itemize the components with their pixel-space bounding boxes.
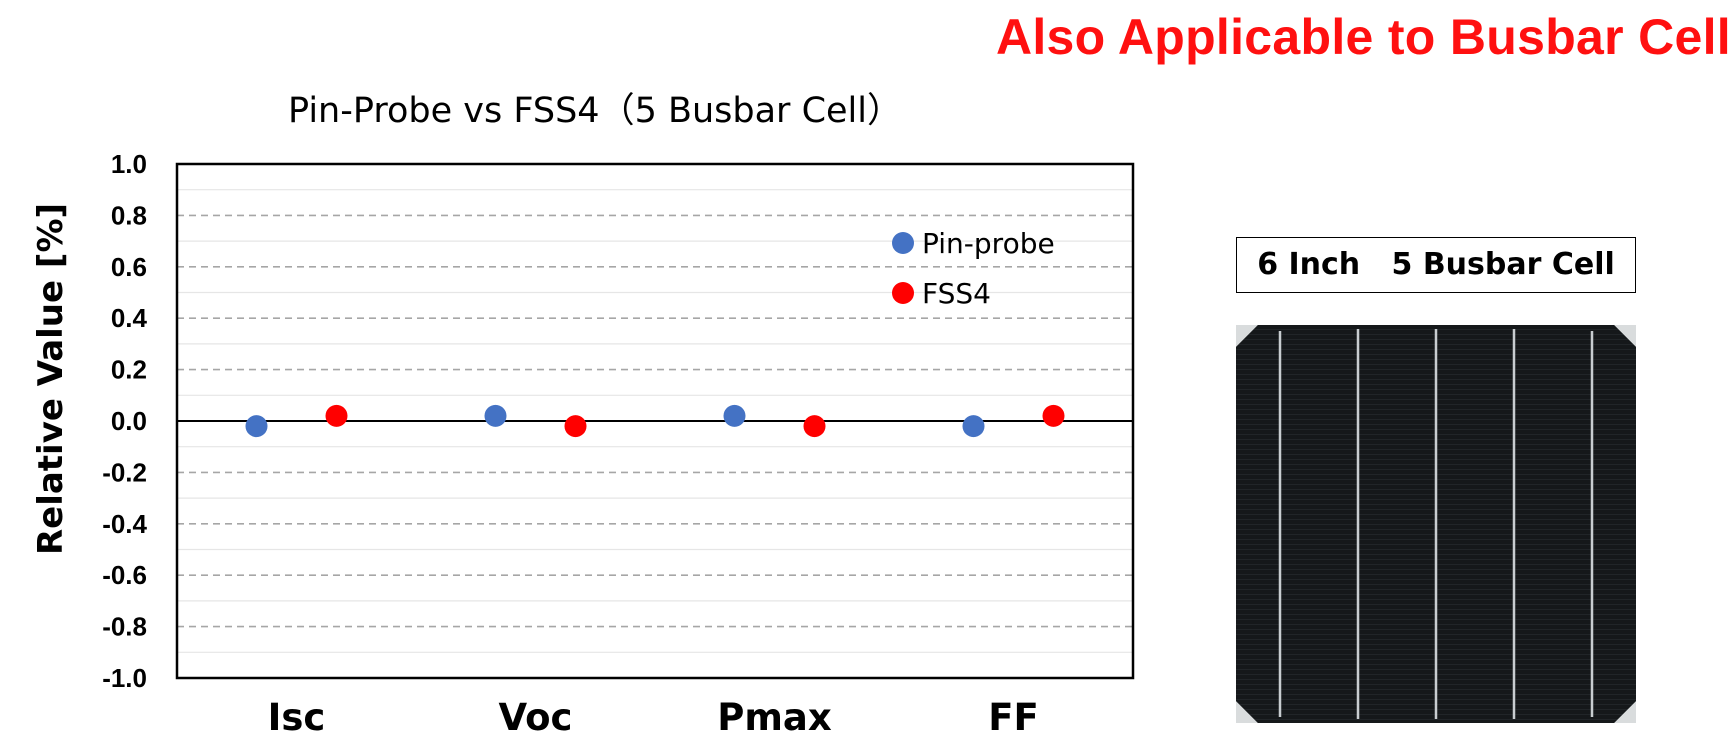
plot-frame [175, 162, 1135, 680]
relative-value-chart: Pin-Probe vs FSS4（5 Busbar Cell） Relativ… [31, 91, 1135, 739]
data-point-fss4 [1042, 404, 1065, 427]
data-point-pin-probe [723, 404, 746, 427]
cell-description-label: 6 Inch 5 Busbar Cell [1236, 237, 1636, 293]
y-tick-label: -1.0 [102, 663, 147, 693]
y-tick-label: -0.2 [102, 457, 147, 487]
data-point-pin-probe [962, 415, 985, 438]
y-tick-label: 0.2 [111, 355, 147, 385]
y-tick-label: 0.0 [111, 406, 147, 436]
y-tick-label: 0.6 [111, 252, 147, 282]
y-tick-label: 1.0 [111, 149, 147, 179]
y-tick-label: -0.4 [102, 509, 147, 539]
major-gridlines [177, 214, 1133, 628]
x-tick-label: Isc [268, 696, 326, 739]
headline-text: Also Applicable to Busbar Cell [995, 9, 1731, 65]
data-point-fss4 [803, 415, 826, 438]
chart-legend: Pin-probe FSS4 [892, 227, 1055, 310]
legend-label: Pin-probe [922, 227, 1055, 260]
y-tick-labels: 1.0 0.8 0.6 0.4 0.2 0.0 -0.2 -0.4 -0.6 -0.8 -1.0 [102, 149, 147, 693]
legend-marker [892, 232, 914, 254]
y-tick-label: 0.4 [111, 303, 148, 333]
legend-marker [892, 282, 914, 304]
y-tick-label: -0.8 [102, 612, 147, 642]
x-tick-label: Voc [499, 696, 573, 739]
data-point-pin-probe [484, 404, 507, 427]
minor-gridlines [177, 189, 1133, 653]
chart-title: Pin-Probe vs FSS4（5 Busbar Cell） [288, 91, 902, 131]
y-axis-label: Relative Value [%] [31, 203, 71, 555]
legend-label: FSS4 [922, 277, 991, 310]
data-point-fss4 [564, 415, 587, 438]
data-points [245, 404, 1065, 438]
y-tick-label: -0.6 [102, 560, 147, 590]
data-point-fss4 [325, 404, 348, 427]
y-tick-label: 0.8 [111, 200, 147, 230]
solar-cell-image [1236, 325, 1636, 723]
x-tick-label: FF [988, 696, 1039, 739]
data-point-pin-probe [245, 415, 268, 438]
x-tick-labels: Isc Voc Pmax FF [268, 696, 1039, 739]
x-tick-label: Pmax [717, 696, 832, 739]
